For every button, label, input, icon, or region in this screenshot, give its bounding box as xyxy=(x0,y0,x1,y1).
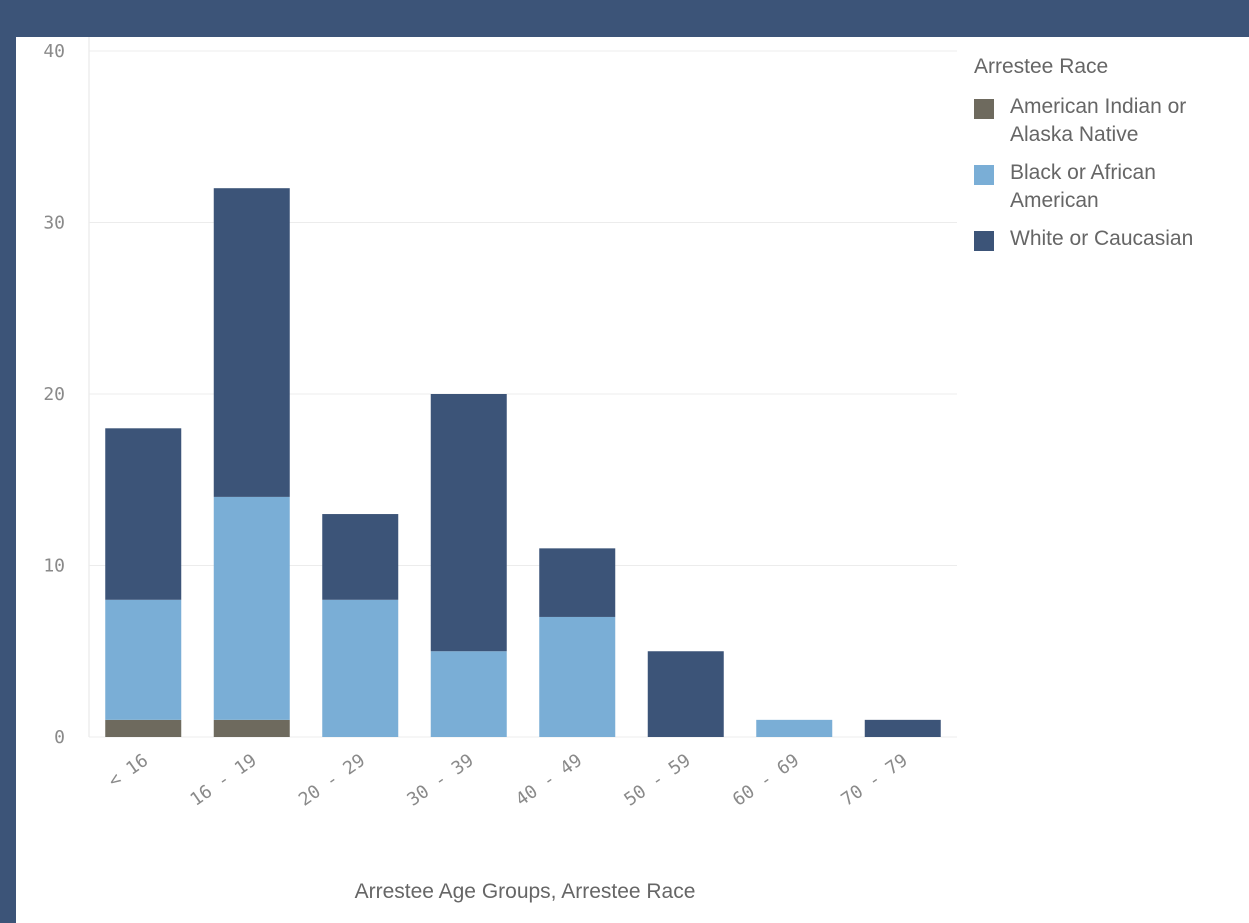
y-tick-label: 20 xyxy=(43,384,65,405)
x-tick-label: 16 - 19 xyxy=(186,750,260,811)
x-tick-label: < 16 xyxy=(105,750,153,792)
legend-title: Arrestee Race xyxy=(974,55,1109,78)
legend-items: American Indian or Alaska Native Black or… xyxy=(974,93,1244,253)
y-tick-label: 30 xyxy=(43,213,65,234)
y-tick-label: 10 xyxy=(43,556,65,577)
x-tick-label: 30 - 39 xyxy=(403,750,477,811)
x-tick-label: 40 - 49 xyxy=(512,750,586,811)
bar-segment[interactable] xyxy=(864,719,941,737)
bar-segment[interactable] xyxy=(322,599,399,737)
bars xyxy=(105,188,941,737)
bar-segment[interactable] xyxy=(105,428,182,600)
bar-segment[interactable] xyxy=(322,514,399,600)
bar-segment[interactable] xyxy=(756,719,833,737)
bar-segment[interactable] xyxy=(539,548,616,617)
bar-segment[interactable] xyxy=(647,651,724,737)
chart-panel: 0 10 20 30 40 < 16 16 - 19 20 - 29 30 - 39 40 - … xyxy=(16,37,1249,923)
x-tick-label: 70 - 79 xyxy=(837,750,911,811)
legend-swatch xyxy=(974,99,994,119)
bar-segment[interactable] xyxy=(430,394,507,652)
legend-swatch xyxy=(974,231,994,251)
legend: Arrestee Race American Indian or Alaska … xyxy=(974,55,1244,263)
legend-label: White or Caucasian xyxy=(1010,227,1194,250)
legend-item[interactable]: American Indian or Alaska Native xyxy=(974,93,1244,149)
y-tick-label: 40 xyxy=(43,41,65,62)
bar-segment[interactable] xyxy=(430,651,507,737)
bar-segment[interactable] xyxy=(105,599,182,720)
legend-item[interactable]: Black or African American xyxy=(974,159,1244,215)
x-tick-label: 60 - 69 xyxy=(729,750,803,811)
x-axis-ticks: < 16 16 - 19 20 - 29 30 - 39 40 - 49 50 - 59 6… xyxy=(105,750,912,811)
y-axis-ticks: 0 10 20 30 40 xyxy=(43,41,65,748)
stacked-bar-chart: 0 10 20 30 40 < 16 16 - 19 20 - 29 30 - 39 40 - … xyxy=(43,37,957,903)
x-tick-label: 50 - 59 xyxy=(620,750,694,811)
bar-segment[interactable] xyxy=(213,719,290,737)
x-axis-title: Arrestee Age Groups, Arrestee Race xyxy=(355,880,696,903)
bar-segment[interactable] xyxy=(105,719,182,737)
y-tick-label: 0 xyxy=(54,727,65,748)
bar-segment[interactable] xyxy=(539,616,616,737)
bar-segment[interactable] xyxy=(213,496,290,720)
bar-segment[interactable] xyxy=(213,188,290,497)
legend-label: American Indian or Alaska Native xyxy=(1010,95,1187,146)
legend-label: Black or African American xyxy=(1010,161,1156,212)
legend-item[interactable]: White or Caucasian xyxy=(974,225,1244,253)
x-tick-label: 20 - 29 xyxy=(295,750,369,811)
legend-swatch xyxy=(974,165,994,185)
